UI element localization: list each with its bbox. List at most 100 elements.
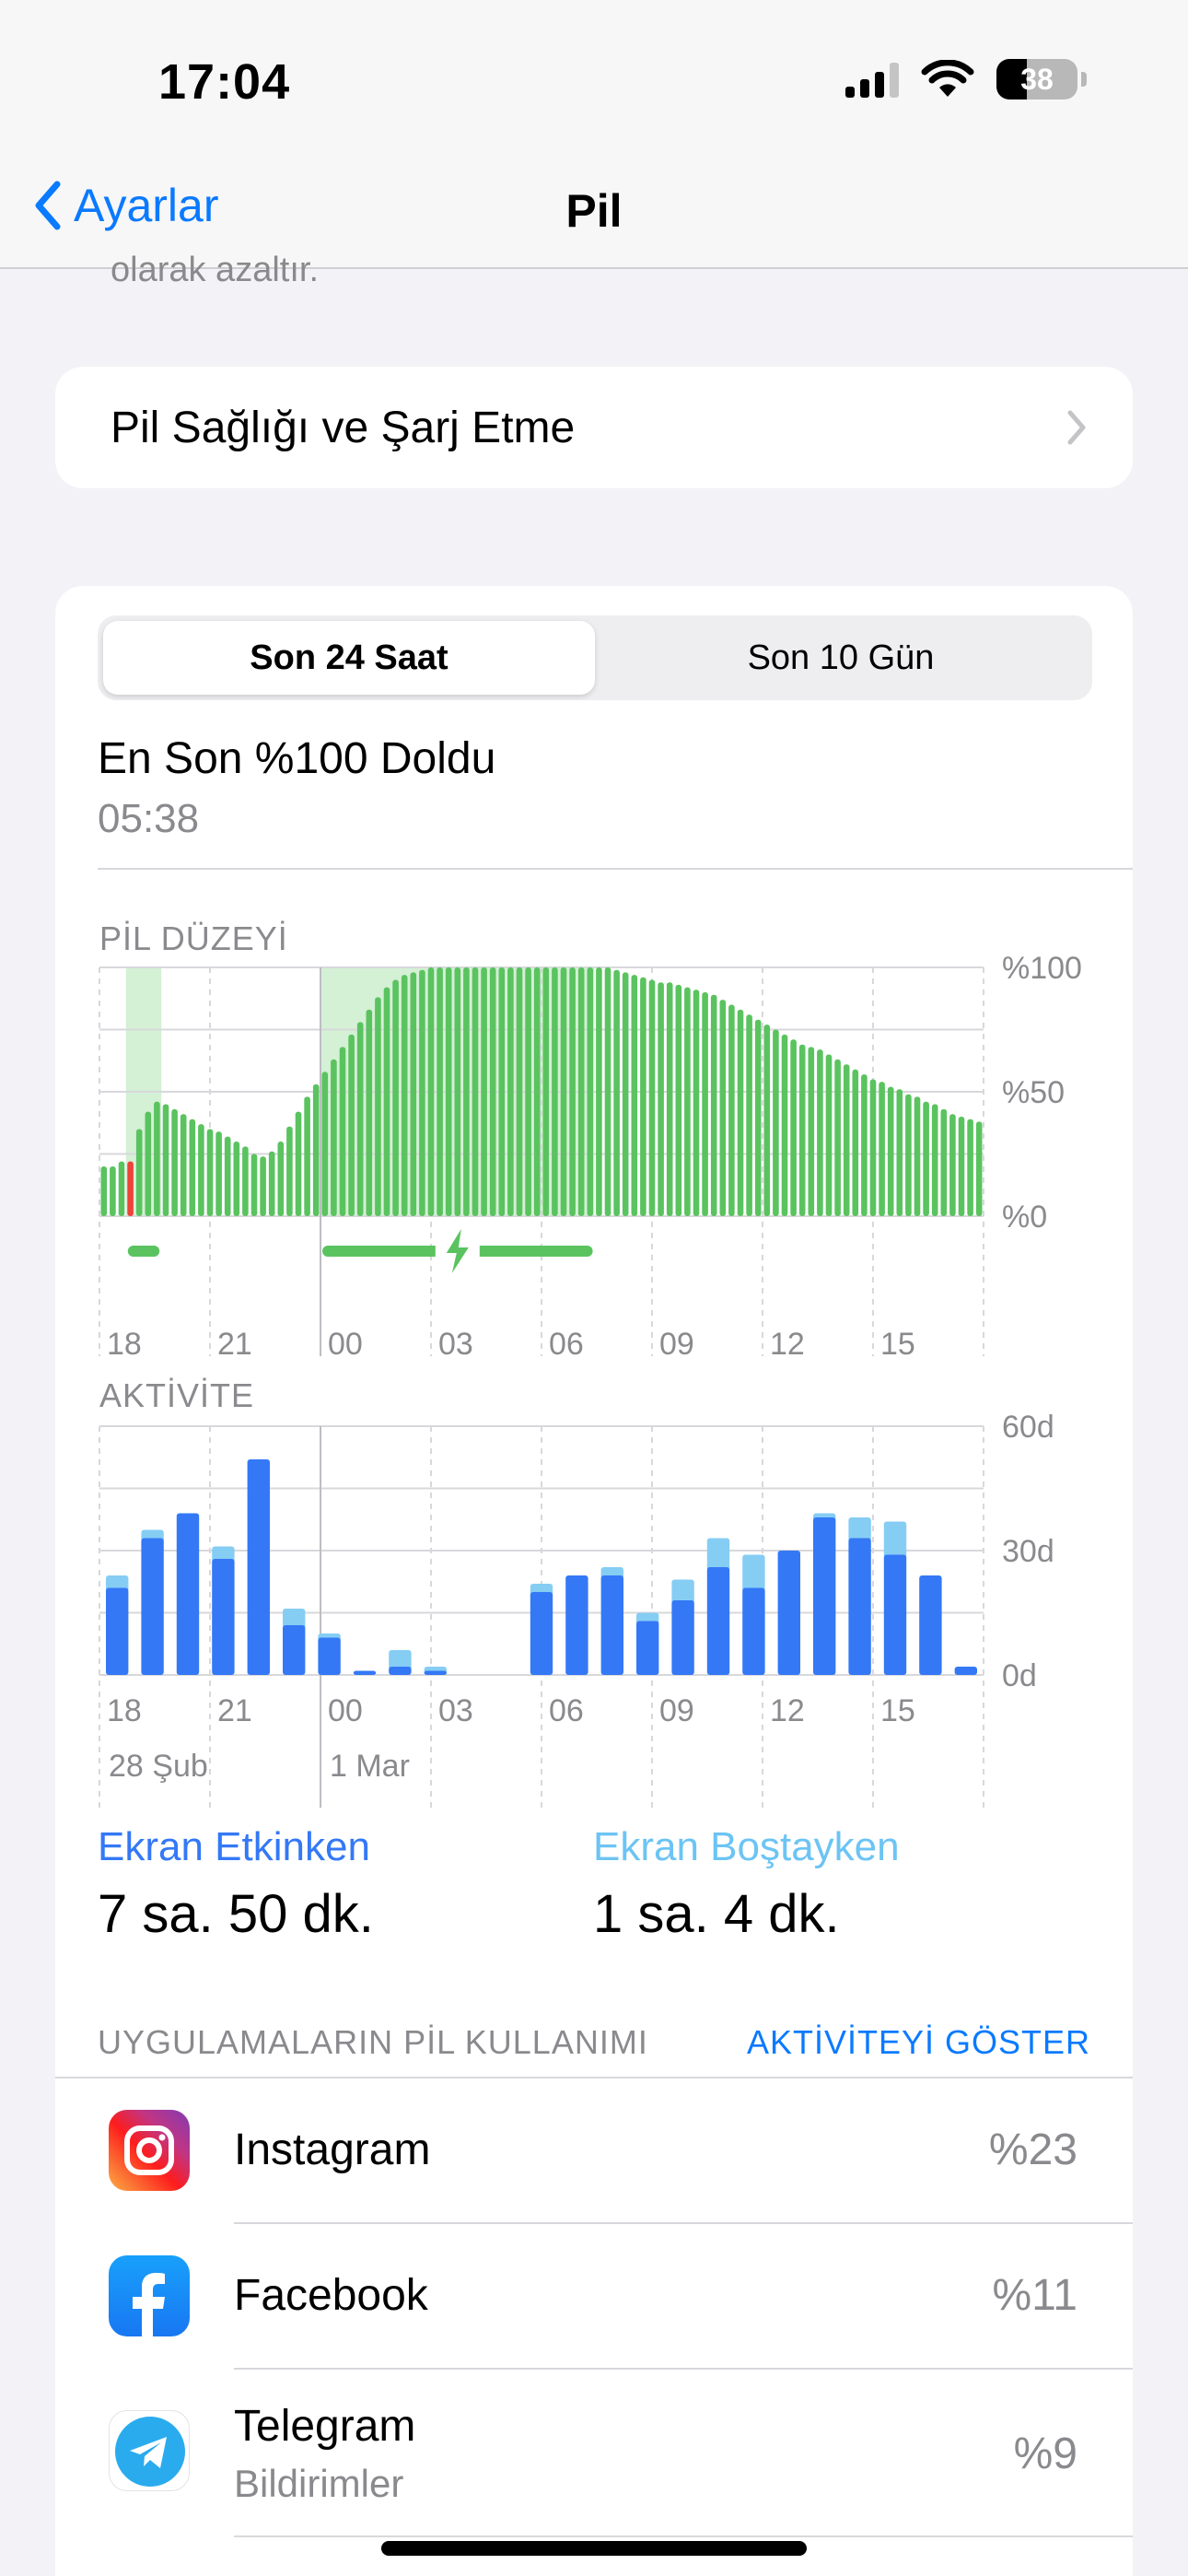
app-percent: %9	[1013, 2430, 1077, 2478]
y-tick-label: %50	[1002, 1075, 1065, 1110]
time-range-segmented-control: Son 24 Saat Son 10 Gün	[98, 615, 1092, 700]
app-row-facebook[interactable]: Facebook %11	[55, 2224, 1133, 2368]
battery-bar	[648, 979, 656, 1216]
battery-bar	[887, 1086, 894, 1216]
active-bar	[848, 1538, 871, 1675]
segment-last-10-days[interactable]: Son 10 Gün	[747, 638, 935, 677]
app-row-telegram[interactable]: Telegram Bildirimler %9	[55, 2370, 1133, 2535]
screen-idle-value: 1 sa. 4 dk.	[593, 1884, 840, 1944]
battery-bar	[604, 967, 611, 1216]
chevron-right-icon	[1067, 410, 1086, 445]
status-bar: 17:04 38	[0, 0, 1188, 166]
idle-bar	[106, 1575, 129, 1592]
active-bar	[919, 1575, 942, 1675]
active-bar	[212, 1559, 235, 1675]
battery-bar	[171, 1108, 178, 1216]
battery-icon: 38	[996, 59, 1077, 100]
battery-bar	[224, 1136, 231, 1216]
battery-bar	[596, 967, 602, 1216]
battery-bar	[631, 975, 638, 1216]
x-tick-label: 09	[659, 1327, 694, 1362]
battery-bar	[773, 1029, 779, 1216]
y-tick-label: %0	[1002, 1200, 1047, 1235]
battery-bar	[552, 967, 558, 1216]
battery-bar	[852, 1069, 859, 1216]
battery-bar	[383, 987, 390, 1216]
battery-bar	[154, 1101, 160, 1216]
app-row-instagram[interactable]: Instagram %23	[55, 2078, 1133, 2222]
battery-bar	[967, 1118, 973, 1216]
battery-bar	[958, 1117, 965, 1216]
last-charge-time: 05:38	[98, 796, 200, 841]
active-bar	[247, 1459, 270, 1675]
x-tick-label: 03	[438, 1693, 473, 1728]
app-percent: %23	[988, 2125, 1077, 2174]
battery-health-label: Pil Sağlığı ve Şarj Etme	[111, 403, 576, 452]
divider	[98, 868, 1133, 870]
battery-bar	[666, 982, 673, 1216]
battery-bar	[339, 1047, 346, 1216]
show-activity-button[interactable]: AKTİVİTEYİ GÖSTER	[746, 2023, 1090, 2061]
x-tick-label: 21	[217, 1327, 252, 1362]
battery-bar	[295, 1111, 302, 1216]
x-tick-label: 09	[659, 1693, 694, 1728]
battery-bar	[754, 1019, 762, 1216]
x-tick-label: 12	[770, 1693, 805, 1728]
battery-level-chart: %0 %50 %100 18 21 00 03 06 09 12 15	[99, 954, 1082, 1362]
battery-bar	[587, 967, 594, 1216]
date-label: 1 Mar	[330, 1749, 410, 1784]
y-tick-label: 60d	[1002, 1411, 1054, 1445]
active-bar	[389, 1667, 412, 1675]
back-button[interactable]: Ayarlar	[33, 179, 218, 232]
telegram-icon	[109, 2410, 190, 2491]
active-bar	[671, 1600, 694, 1675]
battery-bar	[613, 969, 620, 1216]
home-indicator[interactable]	[381, 2541, 807, 2556]
x-tick-label: 15	[880, 1327, 915, 1362]
battery-bar	[127, 1161, 134, 1216]
battery-bar	[905, 1094, 912, 1216]
battery-bar	[100, 1166, 108, 1216]
idle-bar	[742, 1554, 765, 1592]
battery-bar	[737, 1009, 744, 1216]
battery-bar	[233, 1142, 240, 1216]
battery-health-row[interactable]: Pil Sağlığı ve Şarj Etme	[55, 367, 1133, 488]
description-text: olarak azaltır.	[111, 251, 319, 289]
x-tick-label: 00	[328, 1693, 363, 1728]
battery-bar	[312, 1083, 320, 1216]
screen-idle-label: Ekran Boştayken	[593, 1824, 900, 1869]
x-tick-label: 06	[549, 1327, 584, 1362]
battery-bar	[975, 1121, 983, 1216]
x-tick-label: 12	[770, 1327, 805, 1362]
battery-bar	[869, 1079, 877, 1216]
battery-bar	[206, 1129, 214, 1216]
active-bar	[883, 1554, 907, 1675]
battery-bar	[746, 1014, 752, 1216]
active-bar	[636, 1621, 659, 1675]
status-time: 17:04	[158, 54, 291, 110]
battery-bar	[622, 972, 629, 1216]
battery-bar	[640, 977, 646, 1216]
segment-last-24-hours[interactable]: Son 24 Saat	[103, 621, 595, 695]
battery-bar	[569, 967, 576, 1216]
page-title: Pil	[565, 185, 623, 237]
back-button-label: Ayarlar	[74, 180, 219, 231]
battery-bar	[286, 1126, 293, 1216]
battery-bar	[427, 967, 435, 1216]
navigation-bar: Ayarlar Pil	[0, 166, 1188, 269]
battery-bar	[489, 967, 496, 1216]
battery-bar	[914, 1096, 921, 1216]
divider	[55, 2077, 1133, 2078]
y-tick-label: 0d	[1002, 1658, 1037, 1693]
battery-bar	[419, 969, 425, 1216]
idle-bar	[212, 1546, 235, 1563]
idle-bar	[706, 1538, 730, 1571]
battery-bar	[277, 1142, 285, 1216]
battery-bar	[463, 967, 470, 1216]
x-tick-label: 00	[328, 1327, 363, 1362]
activity-chart-label: AKTİVİTE	[99, 1376, 255, 1414]
last-charge-title: En Son %100 Doldu	[98, 734, 496, 783]
battery-bar	[375, 997, 381, 1216]
battery-bar	[843, 1064, 850, 1216]
wifi-icon	[921, 60, 974, 97]
